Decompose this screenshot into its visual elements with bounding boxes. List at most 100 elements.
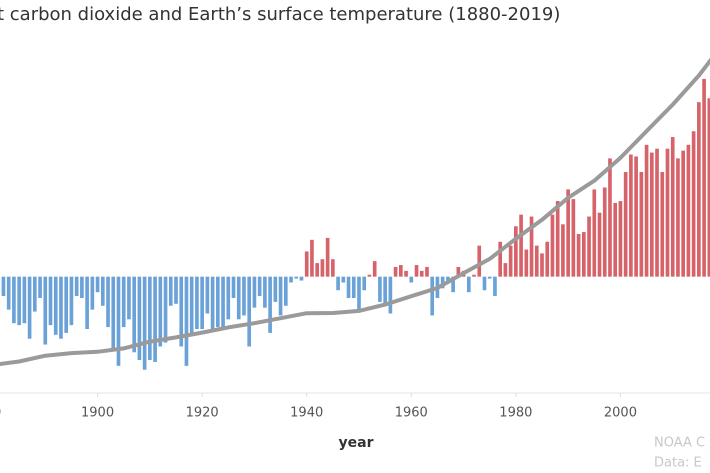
bar (639, 171, 644, 277)
bar (555, 201, 560, 277)
credit: Data: E (654, 456, 702, 471)
bar (493, 276, 497, 297)
bar (22, 276, 27, 324)
bar (446, 276, 450, 281)
bar (634, 156, 638, 277)
bar (210, 276, 215, 331)
bar (304, 251, 309, 277)
bar (148, 276, 152, 361)
bar (514, 226, 518, 277)
bar (189, 276, 194, 335)
bar (393, 266, 398, 277)
bar (85, 276, 89, 330)
bar (168, 276, 173, 306)
bar (310, 239, 314, 277)
bar (472, 274, 476, 277)
bar (231, 276, 236, 298)
bar (351, 276, 356, 298)
bar (64, 276, 69, 333)
bar (571, 199, 576, 277)
bar (576, 234, 581, 277)
bar (372, 261, 377, 277)
bar (587, 216, 591, 277)
bar (398, 265, 403, 277)
bar (529, 216, 534, 277)
bar (331, 259, 335, 277)
x-tick-label: 1900 (81, 406, 114, 421)
bar (48, 276, 53, 326)
bar (200, 276, 204, 330)
bar (153, 276, 157, 362)
bar (242, 276, 246, 316)
bar (378, 276, 382, 302)
bar (179, 276, 184, 347)
x-axis-label: year (339, 435, 374, 451)
bar (613, 202, 618, 277)
bar (691, 131, 696, 277)
bar (655, 148, 659, 277)
bar (540, 253, 544, 277)
bar (121, 276, 126, 328)
bar (236, 276, 241, 320)
bar (17, 276, 21, 326)
bar (226, 276, 231, 320)
bar (336, 276, 340, 291)
bar (346, 276, 351, 298)
bar (341, 276, 346, 283)
co2-line (0, 57, 710, 367)
bar (27, 276, 32, 339)
bar (95, 276, 100, 293)
x-tick-label: 1920 (186, 406, 219, 421)
bar (550, 214, 555, 277)
bar (158, 276, 163, 347)
bar (519, 214, 523, 277)
bar (289, 276, 293, 283)
bar (263, 276, 267, 308)
bar (561, 224, 565, 277)
bar (367, 274, 372, 277)
bar (707, 98, 710, 277)
bar (299, 276, 304, 281)
bar (697, 102, 701, 277)
bar (660, 171, 665, 277)
bar (205, 276, 210, 314)
bar (430, 276, 435, 316)
bar (676, 158, 680, 277)
bar (592, 189, 597, 277)
bar (629, 154, 633, 277)
bar (466, 276, 471, 293)
x-tick-label: 1980 (499, 406, 532, 421)
bar (681, 150, 686, 277)
bar (12, 276, 16, 324)
bar (294, 276, 299, 279)
bar (425, 266, 429, 277)
bar (383, 276, 387, 304)
bar (278, 276, 283, 316)
bar (116, 276, 121, 366)
bar (247, 276, 252, 347)
bar (90, 276, 95, 310)
bar (649, 152, 654, 277)
bar (545, 241, 550, 277)
bar (273, 276, 278, 302)
bar (404, 270, 408, 277)
bar (325, 237, 330, 277)
bar (451, 276, 455, 293)
bar (581, 232, 586, 277)
bar (602, 187, 607, 277)
bar (38, 276, 42, 298)
bar (534, 245, 539, 277)
bar (163, 276, 168, 343)
bar (498, 241, 503, 277)
bar (686, 144, 691, 277)
bar (487, 276, 492, 279)
bar (215, 276, 220, 328)
bar (127, 276, 131, 320)
x-tick-label: 1960 (395, 406, 428, 421)
bar (111, 276, 116, 349)
bar (597, 212, 602, 277)
credit: NOAA C (654, 436, 705, 451)
bar (283, 276, 288, 306)
